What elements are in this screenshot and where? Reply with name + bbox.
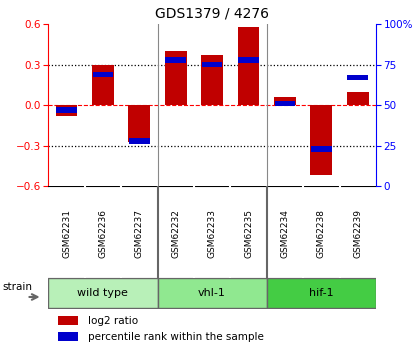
Bar: [310, 105, 332, 176]
Bar: [274, 97, 296, 105]
Bar: [92, 65, 114, 105]
Bar: [165, 51, 186, 105]
Bar: [48, 278, 158, 308]
Text: log2 ratio: log2 ratio: [88, 316, 138, 326]
Text: GSM62231: GSM62231: [62, 209, 71, 258]
Text: GSM62234: GSM62234: [281, 209, 289, 258]
Bar: [238, 27, 260, 105]
Text: GSM62233: GSM62233: [207, 209, 217, 258]
Bar: [58, 316, 78, 325]
Bar: [129, 105, 150, 142]
Bar: [347, 92, 369, 105]
Title: GDS1379 / 4276: GDS1379 / 4276: [155, 6, 269, 20]
Bar: [165, 57, 186, 62]
Text: GSM62236: GSM62236: [98, 209, 108, 258]
Bar: [202, 62, 223, 67]
Bar: [55, 105, 77, 116]
Bar: [275, 101, 295, 106]
Bar: [238, 57, 259, 62]
Text: vhl-1: vhl-1: [198, 288, 226, 298]
Text: hif-1: hif-1: [309, 288, 333, 298]
Bar: [58, 332, 78, 342]
Text: strain: strain: [3, 282, 32, 292]
Bar: [347, 75, 368, 80]
Bar: [92, 72, 113, 77]
Bar: [129, 138, 150, 144]
Bar: [158, 278, 267, 308]
Text: GSM62235: GSM62235: [244, 209, 253, 258]
Bar: [201, 55, 223, 105]
Text: wild type: wild type: [77, 288, 129, 298]
Text: GSM62239: GSM62239: [353, 209, 362, 258]
Text: GSM62238: GSM62238: [317, 209, 326, 258]
Bar: [56, 107, 77, 113]
Bar: [267, 278, 376, 308]
Text: GSM62232: GSM62232: [171, 209, 180, 258]
Bar: [311, 146, 332, 152]
Text: GSM62237: GSM62237: [135, 209, 144, 258]
Text: percentile rank within the sample: percentile rank within the sample: [88, 332, 263, 342]
